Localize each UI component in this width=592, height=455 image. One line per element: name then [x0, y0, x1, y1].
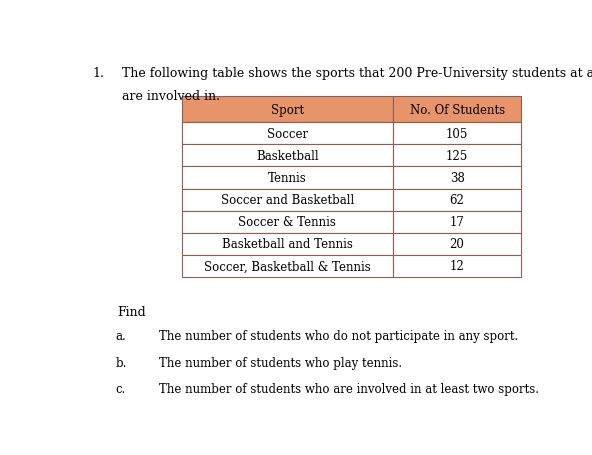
Text: Find: Find: [118, 305, 146, 318]
Bar: [182, 189, 393, 211]
Text: 105: 105: [446, 127, 468, 141]
Text: Basketball: Basketball: [256, 150, 318, 162]
Text: a.: a.: [115, 329, 126, 343]
Text: Soccer & Tennis: Soccer & Tennis: [239, 216, 336, 229]
Text: Soccer, Basketball & Tennis: Soccer, Basketball & Tennis: [204, 260, 371, 273]
Text: No. Of Students: No. Of Students: [410, 103, 504, 116]
Bar: [393, 145, 522, 167]
Text: The number of students who do not participate in any sport.: The number of students who do not partic…: [159, 329, 518, 343]
Text: Soccer: Soccer: [267, 127, 308, 141]
Bar: [182, 167, 393, 189]
Text: 12: 12: [450, 260, 465, 273]
Text: Sport: Sport: [271, 103, 304, 116]
Text: 17: 17: [450, 216, 465, 229]
Bar: [182, 211, 393, 233]
Bar: [182, 96, 393, 123]
Text: Soccer and Basketball: Soccer and Basketball: [221, 194, 354, 207]
Bar: [393, 255, 522, 278]
Text: 62: 62: [450, 194, 465, 207]
Bar: [393, 167, 522, 189]
Bar: [393, 123, 522, 145]
Bar: [182, 123, 393, 145]
Text: Basketball and Tennis: Basketball and Tennis: [222, 238, 353, 251]
Bar: [393, 233, 522, 255]
Text: c.: c.: [115, 382, 126, 395]
Text: Tennis: Tennis: [268, 172, 307, 185]
Text: are involved in.: are involved in.: [122, 90, 220, 103]
Text: 125: 125: [446, 150, 468, 162]
Text: 1.: 1.: [92, 67, 104, 80]
Bar: [393, 211, 522, 233]
Text: The number of students who are involved in at least two sports.: The number of students who are involved …: [159, 382, 539, 395]
Text: b.: b.: [115, 356, 127, 369]
Bar: [393, 96, 522, 123]
Bar: [393, 189, 522, 211]
Text: 38: 38: [450, 172, 465, 185]
Bar: [182, 145, 393, 167]
Text: The number of students who play tennis.: The number of students who play tennis.: [159, 356, 402, 369]
Text: The following table shows the sports that 200 Pre-University students at a colle: The following table shows the sports tha…: [122, 67, 592, 80]
Text: 20: 20: [450, 238, 465, 251]
Bar: [182, 233, 393, 255]
Bar: [182, 255, 393, 278]
